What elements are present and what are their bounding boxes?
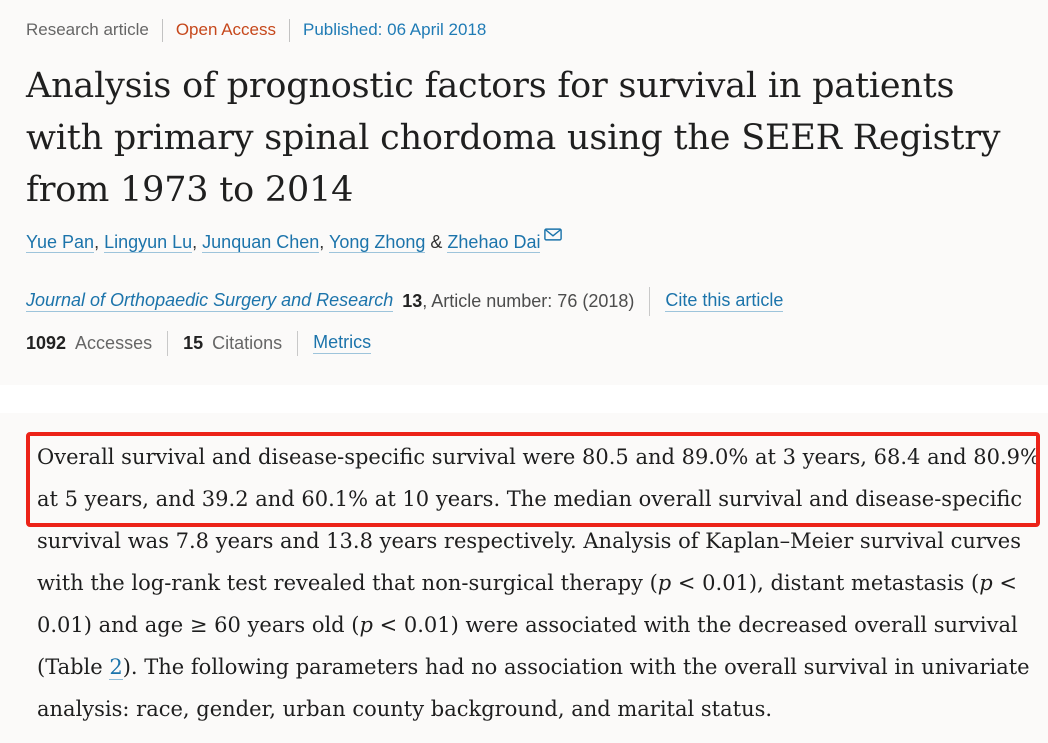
author-link[interactable]: Junquan Chen: [202, 232, 320, 253]
abstract-line: analysis: race, gender, urban county bac…: [37, 688, 1040, 730]
author-separator: ,: [192, 232, 203, 252]
italic-p-symbol: p: [359, 613, 373, 637]
abstract-line: 0.01) and age ≥ 60 years old (p < 0.01) …: [37, 604, 1040, 646]
table-2-link[interactable]: 2: [109, 655, 123, 680]
open-access-label: Open Access: [175, 20, 276, 39]
abstract-line: at 5 years, and 39.2 and 60.1% at 10 yea…: [37, 478, 1040, 520]
abstract-text: < 0.01) were associated with the decreas…: [372, 613, 1018, 637]
journal-link[interactable]: Journal of Orthopaedic Surgery and Resea…: [26, 290, 394, 312]
abstract-line: Overall survival and disease-specific su…: [37, 436, 1040, 478]
abstract-text: <: [992, 571, 1017, 595]
italic-p-symbol: p: [657, 571, 672, 595]
abstract-text: at 5 years, and 39.2 and 60.1% at 10 yea…: [37, 487, 1023, 511]
abstract-line: (Table 2). The following parameters had …: [37, 646, 1040, 688]
abstract-line: survival was 7.8 years and 13.8 years re…: [37, 520, 1040, 562]
article-header: Research article Open Access Published: …: [26, 18, 1024, 356]
article-title: Analysis of prognostic factors for survi…: [26, 60, 1024, 216]
author-link[interactable]: Yong Zhong: [328, 232, 426, 253]
citations-count: 15: [183, 332, 204, 353]
envelope-icon[interactable]: [544, 225, 563, 245]
abstract-text: < 0.01), distant metastasis (: [671, 571, 980, 595]
accesses-label: Accesses: [75, 332, 153, 353]
metrics-row: 1092 Accesses 15 Citations Metrics: [26, 330, 1024, 356]
abstract-text: Overall survival and disease-specific su…: [37, 445, 1040, 469]
author-separator: ,: [94, 232, 105, 252]
article-title-line: from 1973 to 2014: [26, 170, 354, 210]
metrics-link[interactable]: Metrics: [313, 332, 372, 354]
italic-p-symbol: p: [979, 571, 993, 595]
abstract-text: 0.01) and age ≥ 60 years old (: [37, 613, 360, 637]
accesses-count: 1092: [26, 332, 67, 353]
journal-volume: 13: [402, 290, 423, 311]
abstract-text: with the log-rank test revealed that non…: [37, 571, 658, 595]
divider: [161, 18, 163, 42]
author-link[interactable]: Yue Pan: [26, 232, 95, 253]
divider: [167, 330, 169, 356]
abstract-text: (Table: [37, 655, 110, 679]
abstract-line: with the log-rank test revealed that non…: [37, 562, 1040, 604]
article-meta-row: Research article Open Access Published: …: [26, 18, 1024, 42]
abstract-text: analysis: race, gender, urban county bac…: [37, 697, 773, 721]
abstract-text: ). The following parameters had no assoc…: [122, 655, 1030, 679]
published-date: Published: 06 April 2018: [303, 20, 487, 39]
abstract-paragraph: Overall survival and disease-specific su…: [37, 436, 1040, 730]
author-names: Yue Pan, Lingyun Lu, Junquan Chen, Yong …: [26, 232, 541, 253]
article-title-line: Analysis of prognostic factors for survi…: [26, 66, 955, 106]
author-separator: ,: [319, 232, 329, 252]
author-link[interactable]: Lingyun Lu: [104, 232, 193, 253]
divider: [289, 18, 290, 42]
article-number: , Article number: 76 (2018): [422, 290, 635, 311]
abstract-section: Overall survival and disease-specific su…: [0, 413, 1048, 743]
author-link[interactable]: Zhehao Dai: [447, 232, 541, 253]
divider: [297, 330, 299, 356]
journal-row: Journal of Orthopaedic Surgery and Resea…: [26, 286, 1024, 316]
section-divider-band: [0, 385, 1048, 413]
author-list: Yue Pan, Lingyun Lu, Junquan Chen, Yong …: [26, 222, 1024, 253]
cite-this-article-link[interactable]: Cite this article: [665, 290, 784, 312]
citations-label: Citations: [212, 332, 283, 353]
abstract-text: survival was 7.8 years and 13.8 years re…: [37, 529, 1021, 553]
article-title-line: with primary spinal chordoma using the S…: [26, 118, 1001, 158]
divider: [649, 286, 651, 316]
author-separator: &: [425, 232, 448, 252]
article-type-label: Research article: [26, 20, 149, 39]
